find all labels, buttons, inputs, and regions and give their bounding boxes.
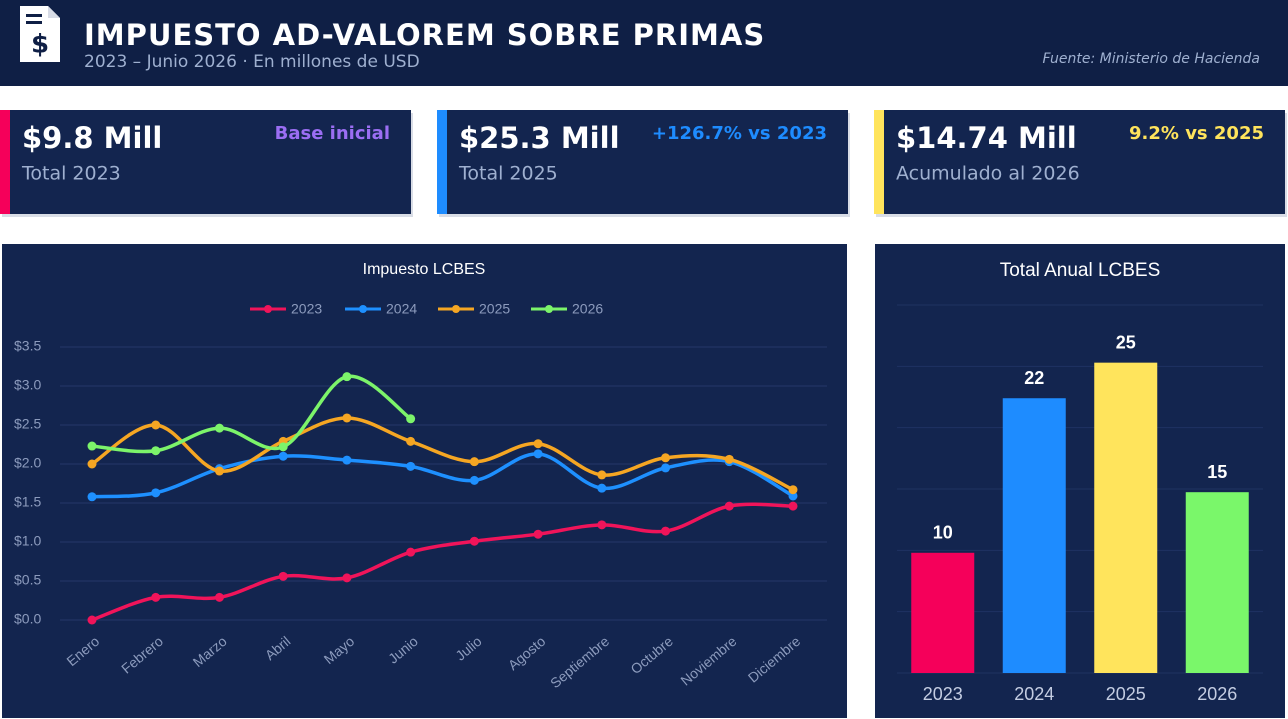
point: [151, 488, 161, 498]
svg-text:$: $: [31, 30, 49, 60]
point: [87, 441, 97, 451]
point: [87, 492, 97, 502]
point: [406, 547, 416, 557]
kpi-label: Total 2023: [21, 163, 121, 185]
legend-label: 2025: [479, 301, 510, 317]
point: [597, 520, 607, 530]
chart-title: Impuesto LCBES: [363, 261, 486, 278]
y-tick-label: $2.5: [14, 416, 41, 432]
kpi-strip: [437, 110, 447, 214]
kpi-note: Base inicial: [275, 123, 390, 144]
bar: [911, 552, 975, 673]
value-label: 25: [1116, 332, 1136, 352]
bar: [1094, 362, 1158, 673]
bar: [1002, 398, 1066, 673]
y-tick-label: $3.5: [14, 338, 41, 354]
point: [533, 529, 543, 539]
point: [597, 470, 607, 480]
point: [214, 423, 224, 433]
series-line: [91, 416, 794, 492]
chart-title: Total Anual LCBES: [1000, 260, 1161, 281]
x-tick-label: 2025: [1106, 684, 1146, 704]
point: [278, 442, 288, 452]
value-label: 22: [1024, 368, 1044, 388]
line-panel: [2, 244, 847, 718]
header-icon: $: [20, 6, 60, 62]
legend-dot: [452, 305, 460, 313]
legend-label: 2024: [386, 301, 417, 317]
point: [406, 436, 416, 446]
kpi-note: 9.2% vs 2025: [1129, 123, 1264, 144]
point: [342, 455, 352, 465]
point: [214, 466, 224, 476]
point: [151, 446, 161, 456]
series-line: [91, 502, 794, 622]
point: [533, 439, 543, 449]
point: [788, 501, 798, 511]
point: [724, 501, 734, 511]
point: [151, 592, 161, 602]
point: [469, 457, 479, 467]
subtitle: 2023 – Junio 2026 · En millones de USD: [84, 52, 420, 72]
point: [406, 461, 416, 471]
y-tick-label: $0.0: [14, 611, 41, 627]
point: [342, 573, 352, 583]
kpi-note: +126.7% vs 2023: [652, 123, 827, 144]
value-label: 10: [933, 523, 953, 543]
y-tick-label: $1.0: [14, 533, 41, 549]
point: [406, 414, 416, 424]
point: [342, 372, 352, 382]
kpi-value: $14.74 Mill: [896, 121, 1077, 155]
y-tick-label: $3.0: [14, 377, 41, 393]
point: [661, 453, 671, 463]
x-tick-label: 2023: [923, 684, 963, 704]
point: [87, 459, 97, 469]
kpi-value: $9.8 Mill: [22, 121, 162, 155]
point: [788, 491, 798, 501]
kpi-strip: [874, 110, 884, 214]
kpi-card: [0, 110, 411, 214]
header-bg: [0, 0, 1288, 86]
legend-dot: [264, 305, 272, 313]
legend-dot: [359, 305, 367, 313]
point: [533, 449, 543, 459]
point: [724, 454, 734, 464]
legend-label: 2026: [572, 301, 603, 317]
x-tick-label: 2024: [1014, 684, 1054, 704]
bar: [1185, 492, 1249, 673]
kpi-label: Total 2025: [458, 163, 558, 185]
point: [597, 483, 607, 493]
kpi-card: [874, 110, 1285, 214]
point: [788, 485, 798, 495]
point: [469, 475, 479, 485]
legend-label: 2023: [291, 301, 322, 317]
y-tick-label: $0.5: [14, 572, 41, 588]
y-tick-label: $1.5: [14, 494, 41, 510]
point: [278, 571, 288, 581]
y-tick-label: $2.0: [14, 455, 41, 471]
source: Fuente: Ministerio de Hacienda: [1043, 51, 1261, 67]
x-tick-label: 2026: [1197, 684, 1237, 704]
value-label: 15: [1207, 462, 1227, 482]
kpi-card: [437, 110, 848, 214]
kpi-strip: [0, 110, 10, 214]
title: IMPUESTO AD-VALOREM SOBRE PRIMAS: [84, 18, 765, 52]
point: [661, 463, 671, 473]
point: [87, 615, 97, 625]
point: [661, 526, 671, 536]
legend-dot: [545, 305, 553, 313]
point: [469, 536, 479, 546]
point: [278, 451, 288, 461]
point: [342, 413, 352, 423]
point: [151, 420, 161, 430]
point: [214, 592, 224, 602]
kpi-label: Acumulado al 2026: [896, 163, 1080, 185]
kpi-value: $25.3 Mill: [459, 121, 620, 155]
